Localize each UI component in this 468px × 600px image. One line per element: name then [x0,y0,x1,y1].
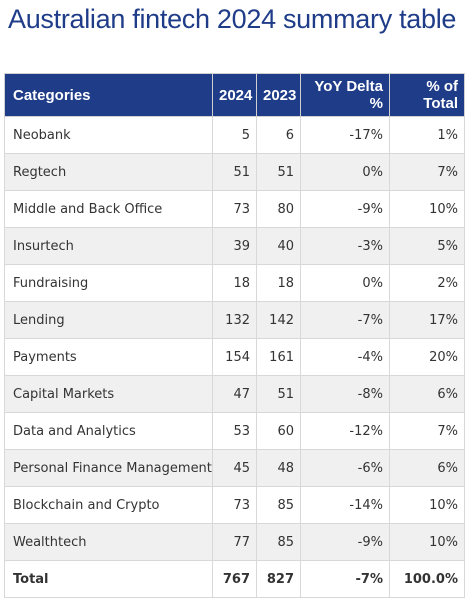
table-row: Personal Finance Management 45 48 -6% 6% [4,449,465,487]
category-cell: Middle and Back Office [4,190,213,228]
value-cell: 7% [389,412,465,450]
total-cell: 767 [212,560,257,598]
value-cell: 51 [212,153,257,191]
total-cell: -7% [300,560,390,598]
category-cell: Insurtech [4,227,213,265]
category-cell: Lending [4,301,213,339]
value-cell: 6% [389,449,465,487]
table-row: Middle and Back Office 73 80 -9% 10% [4,190,465,228]
value-cell: 80 [256,190,301,228]
category-cell: Payments [4,338,213,376]
table-body: Neobank 5 6 -17% 1% Regtech 51 51 0% 7% Middle and… [4,116,465,598]
value-cell: 53 [212,412,257,450]
value-cell: 7% [389,153,465,191]
value-cell: -9% [300,190,390,228]
value-cell: 0% [300,264,390,302]
value-cell: 18 [256,264,301,302]
header-row: Categories 2024 2023 YoY Delta %% of Total [4,73,465,117]
header-cell: 2023 [256,73,301,117]
value-cell: -12% [300,412,390,450]
value-cell: 73 [212,190,257,228]
total-cell: 827 [256,560,301,598]
value-cell: 5% [389,227,465,265]
value-cell: -14% [300,486,390,524]
value-cell: 85 [256,486,301,524]
value-cell: 77 [212,523,257,561]
value-cell: 51 [256,375,301,413]
header-cell: 2024 [212,73,257,117]
table-row: Insurtech 39 40 -3% 5% [4,227,465,265]
value-cell: -4% [300,338,390,376]
category-cell: Data and Analytics [4,412,213,450]
total-cell: Total [4,560,213,598]
category-cell: Capital Markets [4,375,213,413]
value-cell: 73 [212,486,257,524]
header-cell: YoY Delta % [300,73,390,117]
category-cell: Regtech [4,153,213,191]
value-cell: 0% [300,153,390,191]
value-cell: 2% [389,264,465,302]
value-cell: 45 [212,449,257,487]
value-cell: 132 [212,301,257,339]
value-cell: 10% [389,486,465,524]
value-cell: 154 [212,338,257,376]
value-cell: 47 [212,375,257,413]
total-row: Total 767 827 -7% 100.0% [4,560,465,598]
value-cell: 51 [256,153,301,191]
value-cell: 20% [389,338,465,376]
value-cell: -3% [300,227,390,265]
summary-table: Categories 2024 2023 YoY Delta %% of Total … [4,73,465,598]
value-cell: 142 [256,301,301,339]
table-row: Regtech 51 51 0% 7% [4,153,465,191]
value-cell: -17% [300,116,390,154]
value-cell: -9% [300,523,390,561]
table-row: Blockchain and Crypto 73 85 -14% 10% [4,486,465,524]
table-row: Lending 132 142 -7% 17% [4,301,465,339]
table-row: Fundraising 18 18 0% 2% [4,264,465,302]
category-cell: Personal Finance Management [4,449,213,487]
table-row: Capital Markets 47 51 -8% 6% [4,375,465,413]
value-cell: 18 [212,264,257,302]
value-cell: 48 [256,449,301,487]
table-row: Neobank 5 6 -17% 1% [4,116,465,154]
value-cell: 1% [389,116,465,154]
value-cell: -7% [300,301,390,339]
header-cell: % of Total [389,73,465,117]
value-cell: 6% [389,375,465,413]
value-cell: 17% [389,301,465,339]
header-cell: Categories [4,73,213,117]
table-row: Payments 154 161 -4% 20% [4,338,465,376]
value-cell: 10% [389,523,465,561]
category-cell: Fundraising [4,264,213,302]
value-cell: 6 [256,116,301,154]
category-cell: Neobank [4,116,213,154]
table-row: Wealthtech 77 85 -9% 10% [4,523,465,561]
value-cell: 161 [256,338,301,376]
table-row: Data and Analytics 53 60 -12% 7% [4,412,465,450]
value-cell: 40 [256,227,301,265]
value-cell: -6% [300,449,390,487]
value-cell: -8% [300,375,390,413]
title: Australian fintech 2024 summary table [8,4,457,34]
value-cell: 39 [212,227,257,265]
total-cell: 100.0% [389,560,465,598]
value-cell: 5 [212,116,257,154]
value-cell: 10% [389,190,465,228]
value-cell: 60 [256,412,301,450]
category-cell: Blockchain and Crypto [4,486,213,524]
value-cell: 85 [256,523,301,561]
category-cell: Wealthtech [4,523,213,561]
